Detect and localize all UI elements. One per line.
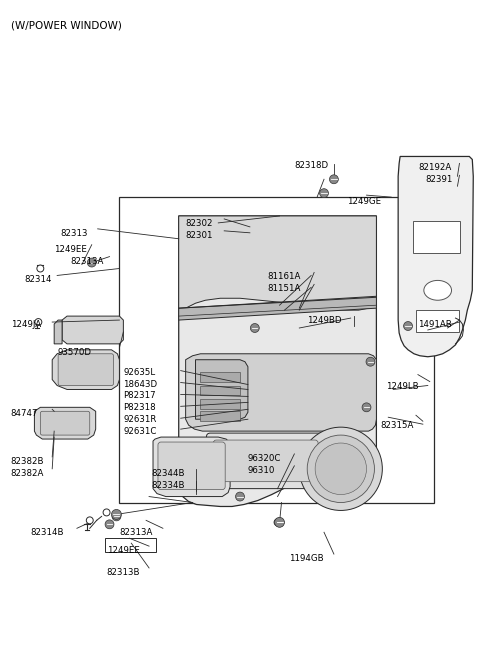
Circle shape xyxy=(307,435,374,502)
Text: 82315A: 82315A xyxy=(380,421,414,430)
Text: 1491AB: 1491AB xyxy=(418,320,452,329)
Polygon shape xyxy=(179,216,376,318)
Text: 82302: 82302 xyxy=(186,219,213,228)
Text: 1249BD: 1249BD xyxy=(307,316,342,325)
Text: 1249JA: 1249JA xyxy=(11,320,41,329)
FancyBboxPatch shape xyxy=(206,433,328,489)
Text: 82313A: 82313A xyxy=(120,528,153,537)
Text: 96310: 96310 xyxy=(248,466,276,475)
Text: 1249EE: 1249EE xyxy=(107,546,139,555)
Text: 1249GE: 1249GE xyxy=(347,197,381,206)
FancyBboxPatch shape xyxy=(213,440,318,482)
Text: 82301: 82301 xyxy=(186,231,213,240)
Polygon shape xyxy=(52,350,120,390)
Polygon shape xyxy=(35,407,96,439)
Text: 92631R: 92631R xyxy=(123,415,157,424)
Circle shape xyxy=(275,518,285,527)
Text: 93570D: 93570D xyxy=(57,348,91,357)
FancyBboxPatch shape xyxy=(58,354,113,386)
Bar xyxy=(201,411,240,421)
Text: (W/POWER WINDOW): (W/POWER WINDOW) xyxy=(11,20,121,31)
Polygon shape xyxy=(153,437,230,497)
Text: 1249EE: 1249EE xyxy=(54,245,87,254)
Circle shape xyxy=(320,189,328,197)
Text: 81151A: 81151A xyxy=(268,284,301,293)
Circle shape xyxy=(37,265,44,272)
Text: 82318D: 82318D xyxy=(294,161,328,171)
Ellipse shape xyxy=(424,280,452,300)
Bar xyxy=(201,372,240,382)
Text: 1194GB: 1194GB xyxy=(289,554,324,563)
Circle shape xyxy=(111,510,121,520)
Text: 82344B: 82344B xyxy=(151,469,184,478)
Circle shape xyxy=(274,519,281,526)
Polygon shape xyxy=(398,157,473,357)
Text: P82318: P82318 xyxy=(123,403,156,413)
Text: P82317: P82317 xyxy=(123,392,156,400)
Circle shape xyxy=(300,427,383,510)
Polygon shape xyxy=(195,359,248,419)
Bar xyxy=(120,197,434,502)
Circle shape xyxy=(315,443,367,495)
Bar xyxy=(105,538,156,552)
Circle shape xyxy=(251,323,259,333)
Polygon shape xyxy=(186,354,376,431)
Text: 82382A: 82382A xyxy=(11,469,44,478)
Text: 82314: 82314 xyxy=(24,276,52,285)
Text: 82382B: 82382B xyxy=(11,457,44,466)
Text: 82313B: 82313B xyxy=(107,568,140,577)
Circle shape xyxy=(86,517,93,524)
Text: 82192A: 82192A xyxy=(418,163,451,173)
Text: 82391: 82391 xyxy=(426,175,453,184)
Text: 1249LB: 1249LB xyxy=(386,382,419,390)
FancyBboxPatch shape xyxy=(40,411,90,435)
FancyBboxPatch shape xyxy=(158,442,225,489)
Text: 92635L: 92635L xyxy=(123,367,156,377)
Circle shape xyxy=(404,321,412,331)
Text: 84747: 84747 xyxy=(11,409,38,419)
Text: 92631C: 92631C xyxy=(123,427,157,436)
Text: 18643D: 18643D xyxy=(123,380,157,388)
Text: 82313A: 82313A xyxy=(70,256,103,266)
Circle shape xyxy=(366,358,375,366)
Text: 82334B: 82334B xyxy=(151,481,184,489)
Bar xyxy=(413,221,460,253)
Polygon shape xyxy=(179,297,376,320)
Circle shape xyxy=(362,403,371,412)
Bar xyxy=(201,400,240,409)
Bar xyxy=(416,310,459,332)
Text: 96320C: 96320C xyxy=(248,454,281,463)
Polygon shape xyxy=(179,216,376,506)
Circle shape xyxy=(275,518,284,527)
Circle shape xyxy=(87,258,96,267)
Circle shape xyxy=(35,319,42,325)
Text: 82314B: 82314B xyxy=(30,528,64,537)
Polygon shape xyxy=(54,320,62,344)
Circle shape xyxy=(103,509,110,516)
Bar xyxy=(201,386,240,396)
Text: 81161A: 81161A xyxy=(268,272,301,281)
Text: 82313: 82313 xyxy=(60,229,88,238)
Circle shape xyxy=(329,174,338,184)
Circle shape xyxy=(112,512,121,521)
Circle shape xyxy=(105,520,114,529)
Polygon shape xyxy=(62,316,123,344)
Circle shape xyxy=(236,492,244,501)
